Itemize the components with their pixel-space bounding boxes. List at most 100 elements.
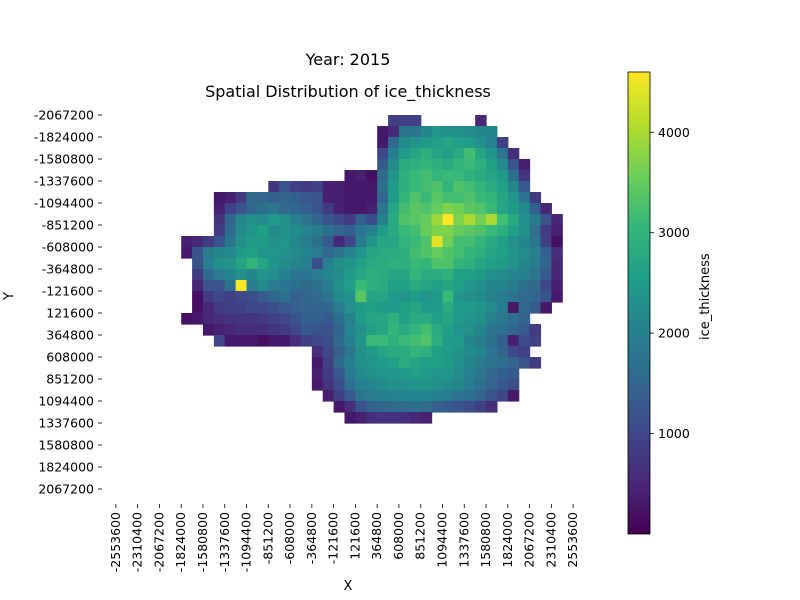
heatmap-cell [322,280,335,292]
heatmap-cell [333,203,346,215]
heatmap-cell [486,148,498,160]
heatmap-cell [442,170,454,182]
heatmap-cell [409,335,422,347]
heatmap-cell [540,291,552,303]
heatmap-cell [333,379,346,391]
heatmap-cell [279,302,291,314]
heatmap-cell [300,269,313,281]
heatmap-cell [257,203,269,215]
heatmap-cell [388,357,400,369]
heatmap-cell [388,137,400,149]
heatmap-cell [420,137,433,149]
heatmap-cell [464,302,476,314]
heatmap-cell [453,313,465,325]
heatmap-cell [377,203,389,215]
heatmap-cell [464,214,476,226]
x-tick-label: -608000 [282,512,297,564]
heatmap-cell [388,291,400,303]
heatmap-cell [529,357,542,369]
heatmap-cell [398,335,411,347]
heatmap-cell [442,269,454,281]
heatmap-cell [333,181,346,193]
heatmap-cell [268,335,280,347]
heatmap-cell [431,291,444,303]
heatmap-cell [366,368,378,380]
heatmap-cell [388,247,400,259]
heatmap-cell [409,357,422,369]
heatmap-cell [322,203,335,215]
heatmap-cell [486,137,498,149]
heatmap-cell [268,247,280,259]
heatmap-cell [290,181,302,193]
heatmap-cell [224,236,237,248]
x-tick-label: -121600 [326,512,341,564]
heatmap-cell [344,269,356,281]
heatmap-cell [551,225,563,237]
heatmap-cell [300,258,313,270]
heatmap-cell [192,291,204,303]
heatmap-cell [442,335,454,347]
heatmap-cell [409,214,422,226]
heatmap-cell [344,368,356,380]
heatmap-cell [518,247,531,259]
heatmap-cell [398,269,411,281]
heatmap-cell [311,247,324,259]
heatmap-cell [409,170,422,182]
heatmap-cell [377,258,389,270]
heatmap-cell [322,357,335,369]
heatmap-cell [192,269,204,281]
colorbar-tick-label: 3000 [658,225,690,240]
heatmap-cell [344,280,356,292]
heatmap-cell [453,269,465,281]
heatmap-cell [464,335,476,347]
heatmap-cell [213,247,226,259]
heatmap-cell [181,247,193,259]
heatmap-cell [366,313,378,325]
heatmap-cell [311,335,324,347]
heatmap-cell [322,390,335,402]
heatmap-cell [300,313,313,325]
heatmap-cell [300,225,313,237]
colorbar-tick-label: 4000 [658,125,690,140]
heatmap-cell [355,214,367,226]
heatmap-cell [518,291,531,303]
heatmap-cell [279,247,291,259]
heatmap-cell [377,236,389,248]
heatmap-cell [344,225,356,237]
heatmap-cell [333,346,346,358]
heatmap-cell [224,324,237,336]
heatmap-cell [518,269,531,281]
x-tick-label: 851200 [413,512,428,560]
heatmap-cell [344,412,356,424]
heatmap-cell [486,313,498,325]
heatmap-cell [453,291,465,303]
heatmap-cell [551,214,563,226]
heatmap-cell [333,269,346,281]
heatmap-cell [366,335,378,347]
heatmap-cell [202,324,215,336]
heatmap-cell [388,302,400,314]
heatmap-cell [344,192,356,204]
y-tick-label: 121600 [46,306,94,321]
heatmap-cell [279,236,291,248]
heatmap-cell [507,324,520,336]
heatmap-cell [409,379,422,391]
heatmap-cell [355,181,367,193]
heatmap-cell [235,302,248,314]
heatmap-cell [496,181,509,193]
heatmap-cell [333,258,346,270]
heatmap-cell [507,148,520,160]
heatmap-cell [431,258,444,270]
heatmap-cell [409,269,422,281]
heatmap-cell [529,280,542,292]
heatmap-cell [322,302,335,314]
x-axis-label: X [343,579,353,594]
heatmap-cell [431,269,444,281]
heatmap-cell [355,302,367,314]
heatmap-cell [290,324,302,336]
heatmap-cell [192,280,204,292]
heatmap-cell [431,148,444,160]
heatmap-cell [322,346,335,358]
heatmap-cell [366,247,378,259]
